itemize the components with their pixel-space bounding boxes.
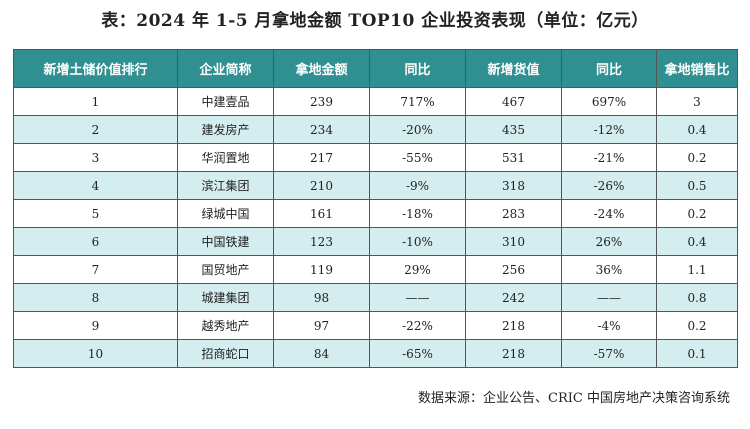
- land-sales-ratio-cell: 0.2: [656, 143, 738, 172]
- new-value-cell: 310: [465, 227, 562, 256]
- company-cell: 华润置地: [177, 143, 274, 172]
- new-value-cell: 242: [465, 283, 562, 312]
- table-title: 表：2024 年 1-5 月拿地金额 TOP10 企业投资表现（单位：亿元）: [101, 11, 649, 31]
- land-sales-ratio-cell: 0.2: [656, 199, 738, 228]
- header-value-yoy: 同比: [561, 49, 657, 88]
- new-value-cell: 218: [465, 339, 562, 368]
- land-sales-ratio-cell: 1.1: [656, 255, 738, 284]
- rank-cell: 3: [13, 143, 178, 172]
- table-row: 1 中建壹品 239 717% 467 697% 3: [13, 87, 738, 116]
- land-sales-ratio-cell: 0.4: [656, 227, 738, 256]
- land-amount-cell: 239: [273, 87, 370, 116]
- land-sales-ratio-cell: 0.4: [656, 115, 738, 144]
- land-yoy-cell: ——: [369, 283, 466, 312]
- new-value-cell: 256: [465, 255, 562, 284]
- header-land-amount: 拿地金额: [273, 49, 370, 88]
- new-value-cell: 435: [465, 115, 562, 144]
- land-yoy-cell: 29%: [369, 255, 466, 284]
- land-sales-ratio-cell: 0.1: [656, 339, 738, 368]
- rank-cell: 5: [13, 199, 178, 228]
- company-cell: 建发房产: [177, 115, 274, 144]
- value-yoy-cell: -4%: [561, 311, 657, 340]
- land-yoy-cell: -65%: [369, 339, 466, 368]
- land-yoy-cell: 717%: [369, 87, 466, 116]
- land-amount-cell: 161: [273, 199, 370, 228]
- rank-cell: 4: [13, 171, 178, 200]
- table-row: 5 绿城中国 161 -18% 283 -24% 0.2: [13, 199, 738, 228]
- land-amount-cell: 84: [273, 339, 370, 368]
- header-company: 企业简称: [177, 49, 274, 88]
- rank-cell: 7: [13, 255, 178, 284]
- company-cell: 越秀地产: [177, 311, 274, 340]
- header-row: 新增土储价值排行 企业简称 拿地金额 同比 新增货值 同比 拿地销售比: [13, 49, 738, 88]
- land-amount-cell: 97: [273, 311, 370, 340]
- company-cell: 滨江集团: [177, 171, 274, 200]
- land-yoy-cell: -9%: [369, 171, 466, 200]
- land-amount-cell: 98: [273, 283, 370, 312]
- new-value-cell: 283: [465, 199, 562, 228]
- investment-table: 新增土储价值排行 企业简称 拿地金额 同比 新增货值 同比 拿地销售比 1 中建壹…: [13, 49, 738, 368]
- rank-cell: 2: [13, 115, 178, 144]
- company-cell: 城建集团: [177, 283, 274, 312]
- company-cell: 中国铁建: [177, 227, 274, 256]
- header-rank: 新增土储价值排行: [13, 49, 178, 88]
- land-sales-ratio-cell: 0.2: [656, 311, 738, 340]
- table-row: 9 越秀地产 97 -22% 218 -4% 0.2: [13, 311, 738, 340]
- land-yoy-cell: -18%: [369, 199, 466, 228]
- new-value-cell: 318: [465, 171, 562, 200]
- land-amount-cell: 234: [273, 115, 370, 144]
- table-row: 4 滨江集团 210 -9% 318 -26% 0.5: [13, 171, 738, 200]
- land-sales-ratio-cell: 0.5: [656, 171, 738, 200]
- value-yoy-cell: -12%: [561, 115, 657, 144]
- value-yoy-cell: -57%: [561, 339, 657, 368]
- land-yoy-cell: -20%: [369, 115, 466, 144]
- table-row: 3 华润置地 217 -55% 531 -21% 0.2: [13, 143, 738, 172]
- header-new-value: 新增货值: [465, 49, 562, 88]
- value-yoy-cell: 697%: [561, 87, 657, 116]
- value-yoy-cell: -24%: [561, 199, 657, 228]
- table-row: 8 城建集团 98 —— 242 —— 0.8: [13, 283, 738, 312]
- land-amount-cell: 210: [273, 171, 370, 200]
- land-sales-ratio-cell: 0.8: [656, 283, 738, 312]
- land-yoy-cell: -55%: [369, 143, 466, 172]
- value-yoy-cell: -26%: [561, 171, 657, 200]
- company-cell: 绿城中国: [177, 199, 274, 228]
- land-amount-cell: 119: [273, 255, 370, 284]
- land-amount-cell: 123: [273, 227, 370, 256]
- new-value-cell: 218: [465, 311, 562, 340]
- table-row: 6 中国铁建 123 -10% 310 26% 0.4: [13, 227, 738, 256]
- rank-cell: 6: [13, 227, 178, 256]
- rank-cell: 9: [13, 311, 178, 340]
- company-cell: 国贸地产: [177, 255, 274, 284]
- rank-cell: 1: [13, 87, 178, 116]
- data-source: 数据来源：企业公告、CRIC 中国房地产决策咨询系统: [418, 391, 730, 406]
- new-value-cell: 467: [465, 87, 562, 116]
- value-yoy-cell: ——: [561, 283, 657, 312]
- land-yoy-cell: -22%: [369, 311, 466, 340]
- land-yoy-cell: -10%: [369, 227, 466, 256]
- value-yoy-cell: 36%: [561, 255, 657, 284]
- land-sales-ratio-cell: 3: [656, 87, 738, 116]
- company-cell: 中建壹品: [177, 87, 274, 116]
- header-land-yoy: 同比: [369, 49, 466, 88]
- value-yoy-cell: 26%: [561, 227, 657, 256]
- land-amount-cell: 217: [273, 143, 370, 172]
- company-cell: 招商蛇口: [177, 339, 274, 368]
- value-yoy-cell: -21%: [561, 143, 657, 172]
- rank-cell: 8: [13, 283, 178, 312]
- header-land-sales-ratio: 拿地销售比: [656, 49, 738, 88]
- table-row: 2 建发房产 234 -20% 435 -12% 0.4: [13, 115, 738, 144]
- rank-cell: 10: [13, 339, 178, 368]
- table-body: 1 中建壹品 239 717% 467 697% 3 2 建发房产 234 -20% 435 -12% 0…: [13, 87, 738, 368]
- new-value-cell: 531: [465, 143, 562, 172]
- table-row: 10 招商蛇口 84 -65% 218 -57% 0.1: [13, 339, 738, 368]
- table-row: 7 国贸地产 119 29% 256 36% 1.1: [13, 255, 738, 284]
